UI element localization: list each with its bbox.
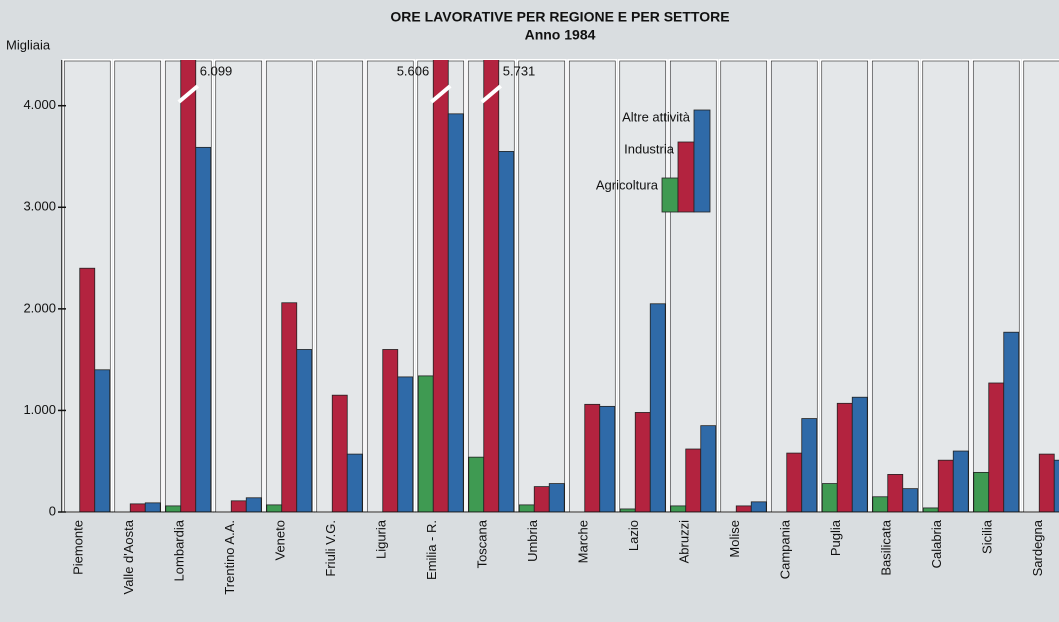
x-tick-label: Piemonte — [71, 520, 86, 575]
y-tick-label: 4.000 — [23, 97, 56, 112]
bar — [801, 418, 818, 513]
bar — [281, 302, 298, 513]
bar — [670, 505, 687, 513]
y-tick-label: 3.000 — [23, 199, 56, 214]
bar — [165, 505, 182, 513]
x-tick-label: Liguria — [374, 519, 389, 559]
y-tick-label: 0 — [49, 503, 56, 518]
bar — [599, 405, 616, 513]
x-tick-label: Puglia — [828, 519, 843, 556]
bar — [973, 471, 990, 513]
x-tick-label: Molise — [727, 520, 742, 558]
y-axis-label: Migliaia — [6, 37, 51, 52]
value-label: 5.606 — [397, 63, 430, 78]
value-label: 6.099 — [200, 63, 233, 78]
bar — [245, 497, 262, 513]
bar — [548, 483, 565, 513]
bar — [1053, 459, 1059, 513]
x-tick-label: Calabria — [929, 519, 944, 568]
break-mark — [177, 84, 200, 104]
x-tick-label: Marche — [576, 520, 591, 563]
bar — [988, 382, 1005, 513]
bar — [382, 349, 399, 513]
bar — [700, 425, 717, 513]
bar — [952, 450, 969, 513]
bar — [1038, 453, 1055, 513]
x-tick-label: Umbria — [525, 519, 540, 562]
x-tick-label: Toscana — [475, 519, 490, 568]
bar — [902, 488, 919, 513]
bar — [94, 369, 111, 513]
bar — [447, 113, 464, 513]
bar — [685, 448, 702, 513]
x-tick-label: Veneto — [273, 520, 288, 561]
bar — [296, 349, 313, 513]
x-tick-label: Sicilia — [980, 519, 995, 554]
bar — [836, 402, 853, 513]
bar — [872, 496, 889, 513]
value-label: 5.731 — [503, 63, 536, 78]
x-tick-label: Campania — [778, 519, 793, 579]
bar — [498, 151, 515, 513]
bar — [180, 60, 197, 513]
region-panel — [516, 59, 567, 513]
region-panel — [870, 59, 921, 513]
bar — [821, 483, 838, 513]
bar — [397, 376, 414, 513]
x-tick-label: Emilia - R. — [424, 520, 439, 580]
x-tick-label: Lombardia — [172, 519, 187, 581]
bar — [518, 504, 535, 513]
bar — [649, 303, 666, 513]
bar — [417, 375, 434, 513]
bar — [584, 403, 601, 513]
region-panel — [112, 59, 163, 513]
x-tick-label: Lazio — [626, 520, 641, 551]
bar — [735, 505, 752, 513]
x-tick-label: Valle d'Aosta — [121, 519, 136, 594]
bar — [266, 504, 283, 513]
x-tick-label: Abruzzi — [677, 520, 692, 563]
bar — [937, 459, 954, 513]
bar — [79, 267, 96, 513]
bar — [483, 60, 500, 513]
region-panel — [1021, 59, 1059, 513]
bar — [468, 456, 485, 513]
bar — [533, 486, 550, 513]
x-tick-label: Trentino A.A. — [222, 520, 237, 595]
x-tick-label: Basilicata — [879, 519, 894, 575]
bar — [887, 474, 904, 513]
legend-label: Industria — [624, 141, 675, 156]
region-panel — [920, 59, 971, 513]
break-mark — [429, 84, 452, 104]
legend-label: Agricoltura — [596, 177, 659, 192]
bar — [851, 396, 868, 513]
bar — [129, 503, 146, 513]
bar — [786, 452, 803, 513]
legend-swatch — [661, 177, 679, 213]
region-panel — [213, 59, 264, 513]
bar — [750, 501, 767, 513]
legend-label: Altre attività — [622, 109, 691, 124]
bar — [195, 146, 212, 513]
bar — [230, 500, 247, 513]
legend-swatch — [677, 141, 695, 213]
bar — [331, 394, 348, 513]
region-panel — [718, 59, 769, 513]
bars — [79, 60, 1059, 513]
break-mark — [480, 84, 503, 104]
x-tick-label: Friuli V.G. — [323, 520, 338, 577]
legend-swatch — [693, 109, 711, 213]
bar — [346, 453, 363, 513]
chart-title: ORE LAVORATIVE PER REGIONE E PER SETTORE — [390, 9, 729, 25]
chart-subtitle: Anno 1984 — [525, 27, 596, 43]
y-tick-label: 1.000 — [23, 402, 56, 417]
bar — [144, 502, 161, 513]
bar — [1003, 331, 1020, 513]
bar — [432, 60, 449, 513]
x-tick-label: Sardegna — [1030, 519, 1045, 576]
bar — [634, 412, 651, 513]
y-tick-label: 2.000 — [23, 300, 56, 315]
bar — [922, 507, 939, 513]
